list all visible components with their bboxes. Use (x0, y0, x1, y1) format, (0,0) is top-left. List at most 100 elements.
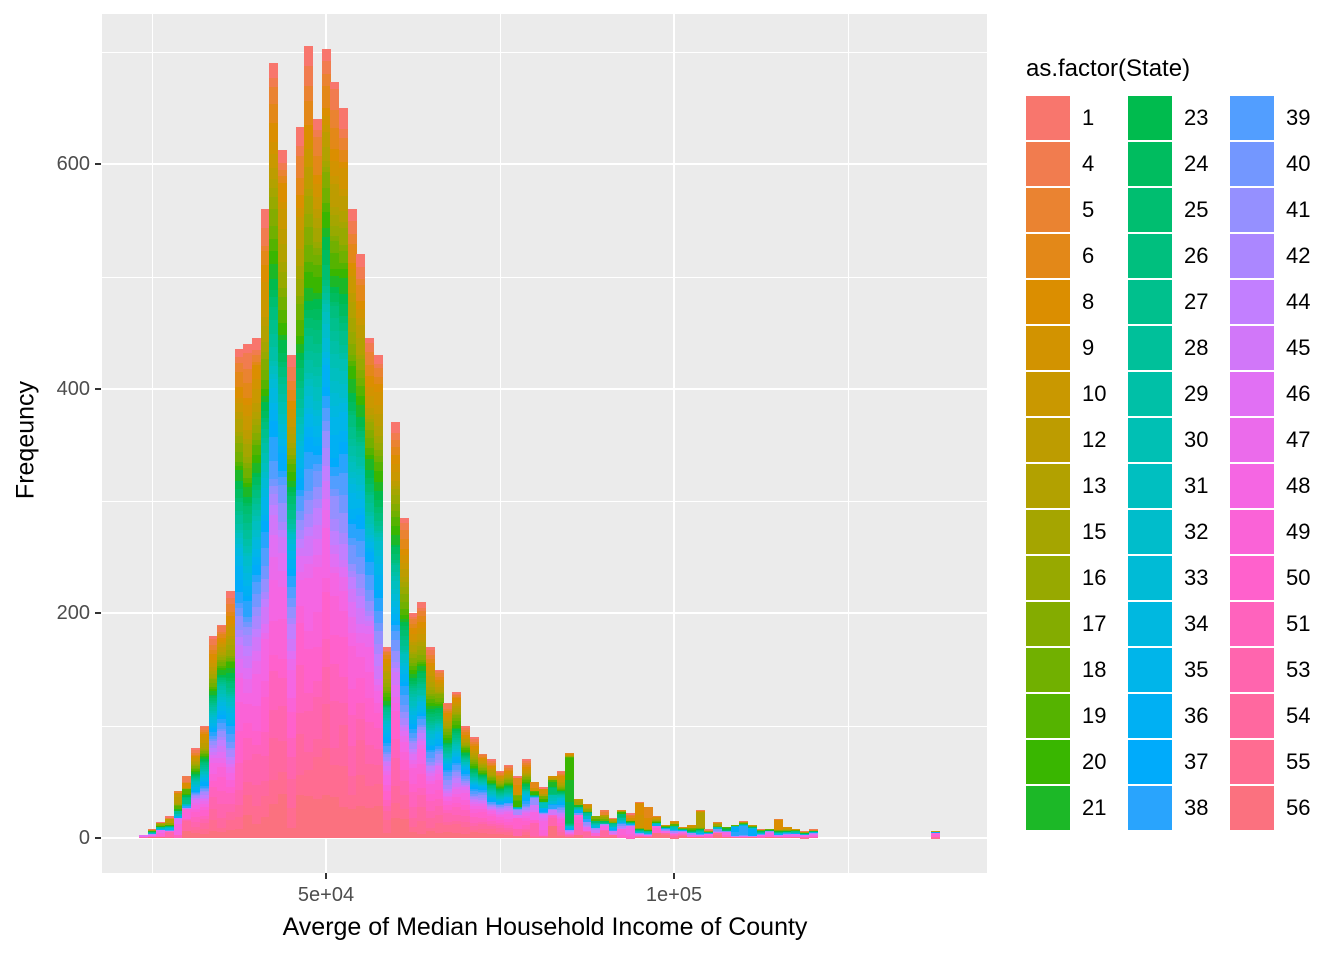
bar-segment (312, 436, 322, 447)
bar-segment (495, 810, 505, 813)
bar-segment (539, 814, 549, 819)
legend-key-swatch (1026, 464, 1070, 508)
bar-segment (217, 817, 227, 828)
bar-segment (356, 338, 366, 356)
bar-segment (243, 737, 253, 761)
bar-segment (243, 444, 253, 457)
legend-key-swatch (1230, 786, 1274, 830)
bar-segment (191, 833, 201, 838)
bar-segment (373, 589, 383, 599)
bar-segment (269, 154, 279, 168)
bar-segment (478, 776, 488, 778)
bar-segment (217, 776, 227, 791)
bar-segment (426, 708, 436, 713)
bar-segment (504, 821, 514, 826)
bar-segment (330, 634, 340, 665)
bar-segment (278, 571, 288, 587)
bar-segment (260, 402, 270, 412)
bar-segment (260, 796, 270, 817)
bar-segment (199, 751, 209, 754)
bar-segment (417, 616, 427, 623)
gridline-major-y (102, 837, 987, 839)
bar-segment (573, 802, 583, 805)
bar-segment (339, 168, 349, 190)
bar-segment (295, 279, 305, 297)
histogram-bar (234, 349, 244, 838)
bar-segment (217, 676, 227, 679)
bar-segment (417, 713, 427, 717)
bar-segment (469, 804, 479, 807)
bar-segment (269, 360, 279, 366)
bar-segment (304, 395, 314, 409)
bar-segment (225, 627, 235, 636)
bar-segment (782, 828, 792, 829)
bar-segment (486, 795, 496, 798)
bar-segment (243, 692, 253, 705)
bar-segment (269, 319, 279, 335)
legend-entry: 50 (1230, 556, 1332, 600)
bar-segment (191, 762, 201, 764)
bar-segment (486, 764, 496, 767)
bar-segment (295, 477, 305, 491)
bar-segment (278, 340, 288, 354)
bar-segment (426, 728, 436, 730)
legend-key-swatch (1128, 694, 1172, 738)
bar-segment (565, 757, 575, 780)
bar-segment (495, 786, 505, 789)
bar-segment (513, 836, 523, 838)
bar-segment (373, 541, 383, 550)
bar-segment (408, 639, 418, 643)
bar-segment (182, 831, 192, 838)
bar-segment (391, 510, 401, 517)
bar-segment (486, 800, 496, 802)
bar-segment (539, 830, 549, 836)
bar-segment (225, 726, 235, 734)
bar-segment (269, 655, 279, 671)
x-tick-label: 5e+04 (297, 884, 355, 906)
bar-segment (391, 594, 401, 601)
bar-segment (469, 736, 479, 740)
bar-segment (486, 786, 496, 788)
bar-segment (434, 789, 444, 800)
bar-segment (321, 323, 331, 339)
histogram-bar (373, 355, 383, 838)
bar-segment (365, 422, 375, 431)
bar-segment (469, 823, 479, 827)
bar-segment (373, 449, 383, 457)
bar-segment (217, 751, 227, 759)
bar-segment (286, 401, 296, 410)
bar-segment (547, 781, 557, 788)
bar-segment (330, 405, 340, 417)
bar-segment (199, 767, 209, 770)
bar-segment (391, 702, 401, 711)
bar-segment (408, 737, 418, 741)
bar-segment (391, 696, 401, 703)
bar-segment (191, 749, 201, 753)
bar-segment (252, 338, 262, 351)
bar-segment (478, 781, 488, 783)
bar-segment (269, 365, 279, 375)
bar-segment (556, 783, 566, 785)
bar-segment (582, 816, 592, 819)
bar-segment (539, 793, 549, 796)
histogram-bar (426, 647, 436, 838)
bar-segment (339, 512, 349, 533)
legend-key-label: 33 (1184, 565, 1209, 590)
y-tick-mark (95, 837, 101, 839)
bar-segment (408, 658, 418, 663)
bar-segment (713, 823, 723, 824)
bar-segment (443, 732, 453, 735)
bar-segment (356, 474, 366, 485)
bar-segment (486, 766, 496, 769)
bar-segment (417, 701, 427, 703)
bar-segment (791, 829, 801, 830)
bar-segment (721, 829, 731, 830)
bar-segment (443, 748, 453, 751)
bar-segment (243, 438, 253, 445)
bar-segment (278, 678, 288, 707)
bar-segment (399, 609, 409, 615)
bar-segment (356, 643, 366, 658)
bar-segment (347, 589, 357, 602)
bar-segment (808, 835, 818, 837)
bar-segment (521, 796, 531, 799)
